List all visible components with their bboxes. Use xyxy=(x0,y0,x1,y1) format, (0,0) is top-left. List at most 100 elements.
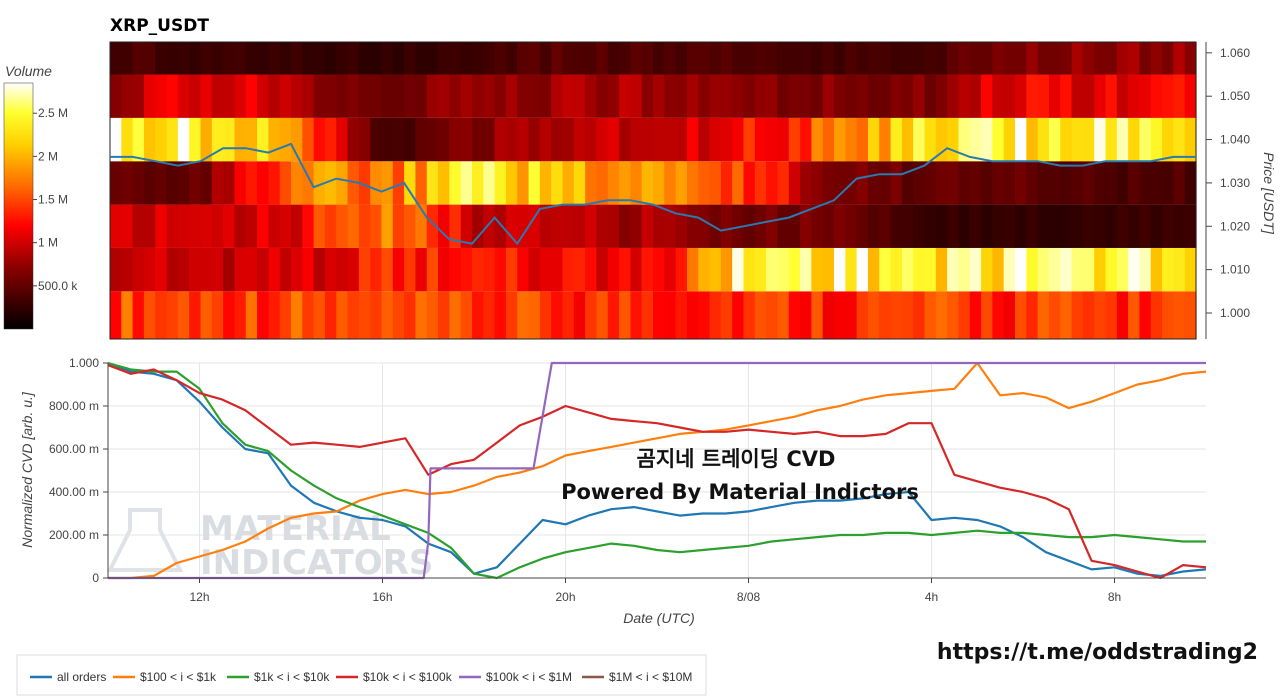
heatmap-cell xyxy=(370,204,383,248)
heatmap-cell xyxy=(653,161,665,205)
heatmap-cell xyxy=(958,161,971,205)
price-tick-label: 1.000 xyxy=(1220,306,1250,320)
heatmap-cell xyxy=(698,74,711,118)
heatmap-cell xyxy=(630,291,643,339)
heatmap-cell xyxy=(1105,74,1118,118)
heatmap-cell xyxy=(381,117,394,162)
heatmap-cell xyxy=(132,74,145,118)
heatmap-cell xyxy=(901,291,914,339)
heatmap-cell xyxy=(483,117,496,162)
heatmap-cell xyxy=(1094,291,1107,339)
heatmap-cell xyxy=(223,74,236,118)
heatmap-cell xyxy=(856,42,869,75)
heatmap-cell xyxy=(381,74,394,118)
heatmap-cell xyxy=(879,291,892,339)
heatmap-cell xyxy=(822,247,835,292)
colorbar-tick-label: 1 M xyxy=(38,236,58,250)
heatmap-cell xyxy=(754,161,767,205)
heatmap-cell xyxy=(1015,247,1027,292)
heatmap-cell xyxy=(494,247,507,292)
heatmap-cell xyxy=(358,74,371,118)
heatmap-cell xyxy=(709,204,722,248)
heatmap-cell xyxy=(890,42,903,75)
heatmap-cell xyxy=(664,291,677,339)
heatmap-cell xyxy=(788,117,801,162)
heatmap-cell xyxy=(686,117,699,162)
cvd-y-tick-label: 0 xyxy=(92,571,99,585)
heatmap-cell xyxy=(664,204,677,248)
heatmap-cell xyxy=(811,74,824,118)
heatmap-cell xyxy=(766,161,779,205)
heatmap-cell xyxy=(449,42,462,75)
heatmap-cell xyxy=(166,204,179,248)
heatmap-cell xyxy=(1150,247,1163,292)
heatmap-cell xyxy=(313,74,326,118)
heatmap-cell xyxy=(754,42,767,75)
heatmap-cell xyxy=(324,117,337,162)
heatmap-cell xyxy=(585,74,598,118)
heatmap-cell xyxy=(867,74,880,118)
heatmap-cell xyxy=(653,42,665,75)
heatmap-cell xyxy=(562,117,575,162)
legend-box xyxy=(16,654,707,696)
heatmap-cell xyxy=(347,247,360,292)
heatmap-cell xyxy=(381,291,394,339)
heatmap-cell xyxy=(619,247,631,292)
heatmap-cell xyxy=(370,42,383,75)
heatmap-cell xyxy=(336,291,349,339)
heatmap-cell xyxy=(426,247,439,292)
heatmap-cell xyxy=(788,42,801,75)
heatmap-cell xyxy=(901,204,914,248)
heatmap-cell xyxy=(166,117,179,162)
heatmap-cell xyxy=(1094,161,1107,205)
heatmap-cell xyxy=(381,42,394,75)
heatmap-cell xyxy=(698,291,711,339)
heatmap-cell xyxy=(415,247,428,292)
heatmap-cell xyxy=(449,74,462,118)
heatmap-cell xyxy=(1026,291,1039,339)
heatmap-cell xyxy=(404,247,417,292)
heatmap-cell xyxy=(551,161,564,205)
heatmap-cell xyxy=(913,161,926,205)
heatmap-cell xyxy=(245,42,258,75)
heatmap-cell xyxy=(223,204,236,248)
heatmap-cell xyxy=(291,161,303,205)
heatmap-cell xyxy=(528,204,541,248)
heatmap-cell xyxy=(110,247,122,292)
heatmap-cell xyxy=(200,74,213,118)
heatmap-cell xyxy=(800,291,812,339)
telegram-url[interactable]: https://t.me/oddstrading2 xyxy=(937,640,1258,665)
heatmap-cell xyxy=(438,161,450,205)
price-tick-label: 1.040 xyxy=(1220,133,1250,147)
heatmap-cell xyxy=(392,291,405,339)
heatmap-cell xyxy=(630,42,643,75)
heatmap-cell xyxy=(324,161,337,205)
heatmap-cell xyxy=(653,117,665,162)
heatmap-cell xyxy=(358,204,371,248)
heatmap-cell xyxy=(981,42,993,75)
heatmap-cell xyxy=(630,204,643,248)
heatmap-cell xyxy=(607,117,620,162)
heatmap-cell xyxy=(992,42,1005,75)
heatmap-cell xyxy=(754,74,767,118)
colorbar-tick-label: 2.5 M xyxy=(38,106,68,120)
heatmap-cell xyxy=(279,204,292,248)
heatmap-cell xyxy=(324,291,337,339)
heatmap-cell xyxy=(834,42,846,75)
heatmap-cell xyxy=(483,161,496,205)
heatmap-cell xyxy=(686,247,699,292)
heatmap-cell xyxy=(924,204,937,248)
heatmap-cell xyxy=(732,291,745,339)
price-tick-label: 1.060 xyxy=(1220,46,1250,60)
heatmap-cell xyxy=(720,117,733,162)
heatmap-cell xyxy=(539,247,552,292)
heatmap-cell xyxy=(1162,117,1174,162)
heatmap-cell xyxy=(856,161,869,205)
heatmap-cell xyxy=(189,247,202,292)
heatmap-cell xyxy=(121,247,134,292)
heatmap-cell xyxy=(517,291,530,339)
heatmap-cell xyxy=(370,117,383,162)
heatmap-cell xyxy=(800,161,812,205)
heatmap-cell xyxy=(494,42,507,75)
heatmap-cell xyxy=(1060,74,1073,118)
